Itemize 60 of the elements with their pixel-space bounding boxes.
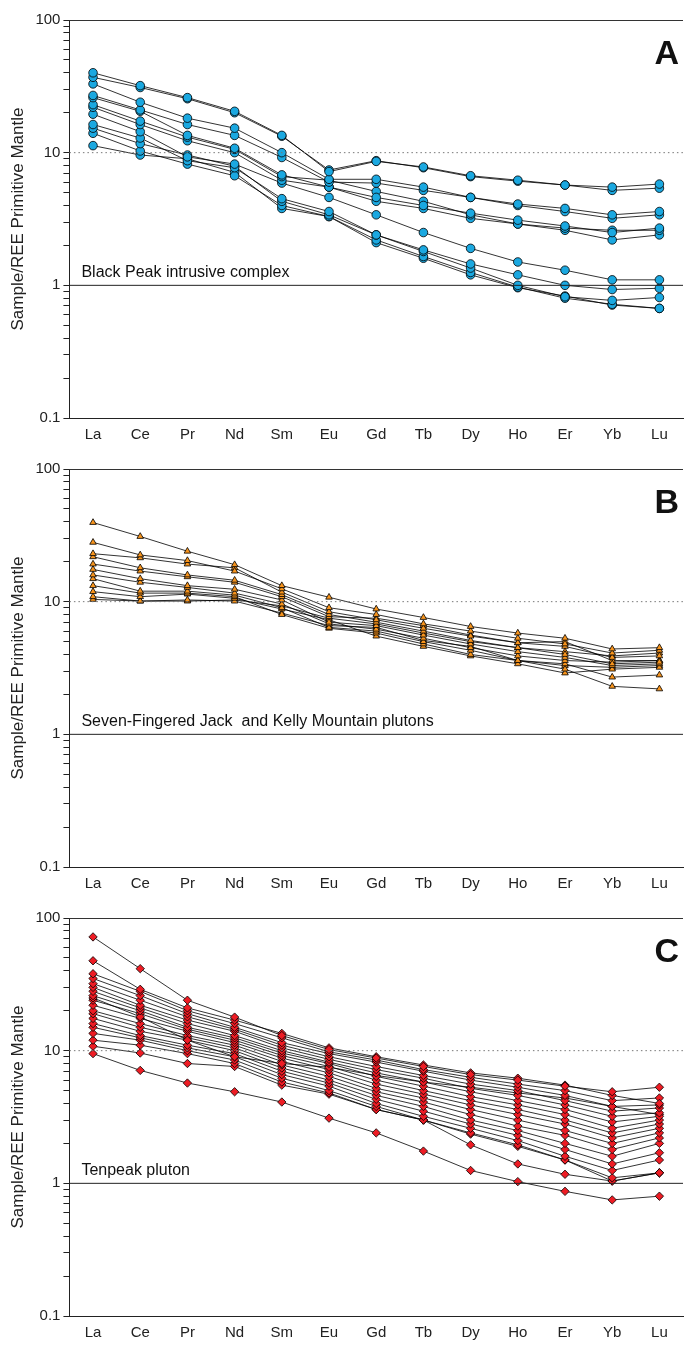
x-tick-label: Er bbox=[557, 1323, 573, 1341]
x-tick-label: Eu bbox=[319, 425, 339, 443]
x-tick-label: Tb bbox=[414, 425, 433, 443]
y-tick-label: 1 bbox=[52, 275, 61, 293]
x-tick-label: La bbox=[84, 1323, 103, 1341]
x-tick-label: Gd bbox=[366, 1323, 387, 1341]
x-tick-label: Sm bbox=[270, 1323, 294, 1341]
y-tick-label: 100 bbox=[35, 908, 61, 926]
x-tick-label: Pr bbox=[179, 874, 195, 892]
x-tick-label: Sm bbox=[270, 425, 294, 443]
x-tick-label: Gd bbox=[366, 874, 387, 892]
x-tick-label: Sm bbox=[270, 874, 294, 892]
x-tick-label: Tb bbox=[414, 1323, 433, 1341]
x-tick-label: Ho bbox=[508, 874, 528, 892]
x-tick-label: Yb bbox=[603, 874, 622, 892]
y-tick-label: 100 bbox=[35, 459, 61, 477]
y-axis-title: Sample/REE Primitive Mantle bbox=[7, 556, 27, 780]
x-tick-label: Yb bbox=[603, 1323, 622, 1341]
x-tick-label: Tb bbox=[414, 874, 433, 892]
x-tick-label: Dy bbox=[461, 425, 481, 443]
x-tick-label: Pr bbox=[179, 425, 195, 443]
y-tick-label: 1 bbox=[52, 724, 61, 742]
annotation: B bbox=[654, 482, 679, 521]
x-tick-label: Eu bbox=[319, 1323, 339, 1341]
annotation: C bbox=[654, 931, 679, 970]
x-tick-label: La bbox=[84, 425, 103, 443]
x-tick-label: Ce bbox=[130, 874, 150, 892]
y-tick-label: 0.1 bbox=[39, 1306, 61, 1324]
y-tick-label: 10 bbox=[43, 591, 61, 609]
y-axis-title: Sample/REE Primitive Mantle bbox=[7, 1005, 27, 1229]
annotation: A bbox=[654, 33, 679, 72]
x-tick-label: Pr bbox=[179, 1323, 195, 1341]
x-tick-label: La bbox=[84, 874, 103, 892]
x-tick-label: Dy bbox=[461, 874, 481, 892]
y-tick-label: 100 bbox=[35, 10, 61, 28]
x-tick-label: Nd bbox=[225, 425, 245, 443]
y-tick-label: 0.1 bbox=[39, 857, 61, 875]
y-axis-title: Sample/REE Primitive Mantle bbox=[7, 107, 27, 331]
x-tick-label: Gd bbox=[366, 425, 387, 443]
y-tick-label: 0.1 bbox=[39, 408, 61, 426]
x-tick-label: Dy bbox=[461, 1323, 481, 1341]
x-tick-label: Er bbox=[557, 425, 573, 443]
x-tick-label: Nd bbox=[225, 874, 245, 892]
x-tick-label: Ce bbox=[130, 425, 150, 443]
x-tick-label: Lu bbox=[651, 425, 668, 443]
y-tick-label: 10 bbox=[43, 142, 61, 160]
annotation: Tenpeak pluton bbox=[81, 1161, 190, 1179]
x-tick-label: Er bbox=[557, 874, 573, 892]
x-tick-label: Ce bbox=[130, 1323, 150, 1341]
y-tick-label: 10 bbox=[43, 1040, 61, 1058]
x-tick-label: Yb bbox=[603, 425, 622, 443]
x-tick-label: Lu bbox=[651, 874, 668, 892]
annotation: Seven-Fingered Jack and Kelly Mountain plutons bbox=[81, 712, 434, 730]
annotation: Black Peak intrusive complex bbox=[81, 263, 290, 281]
x-tick-label: Eu bbox=[319, 874, 339, 892]
x-tick-label: Nd bbox=[225, 1323, 245, 1341]
x-tick-label: Ho bbox=[508, 425, 528, 443]
y-tick-label: 1 bbox=[52, 1173, 61, 1191]
x-tick-label: Lu bbox=[651, 1323, 668, 1341]
x-tick-label: Ho bbox=[508, 1323, 528, 1341]
